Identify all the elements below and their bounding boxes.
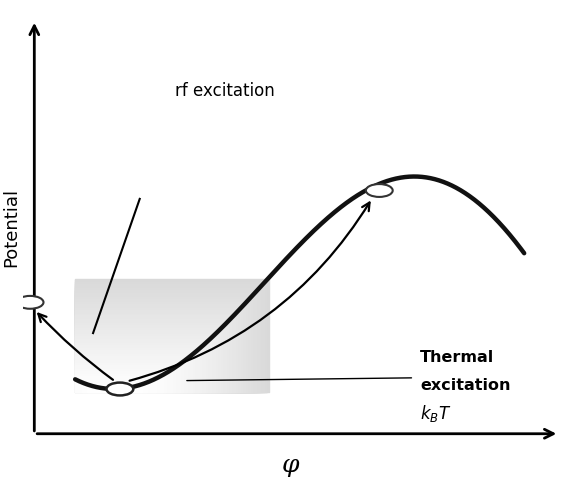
Text: excitation: excitation (420, 377, 511, 392)
Text: $k_B T$: $k_B T$ (420, 402, 451, 423)
Text: rf excitation: rf excitation (175, 82, 275, 100)
Circle shape (366, 185, 393, 197)
Text: φ: φ (282, 454, 300, 476)
Text: Thermal: Thermal (420, 349, 494, 364)
Text: Potential: Potential (2, 188, 20, 267)
Circle shape (17, 296, 44, 309)
Circle shape (106, 383, 133, 396)
